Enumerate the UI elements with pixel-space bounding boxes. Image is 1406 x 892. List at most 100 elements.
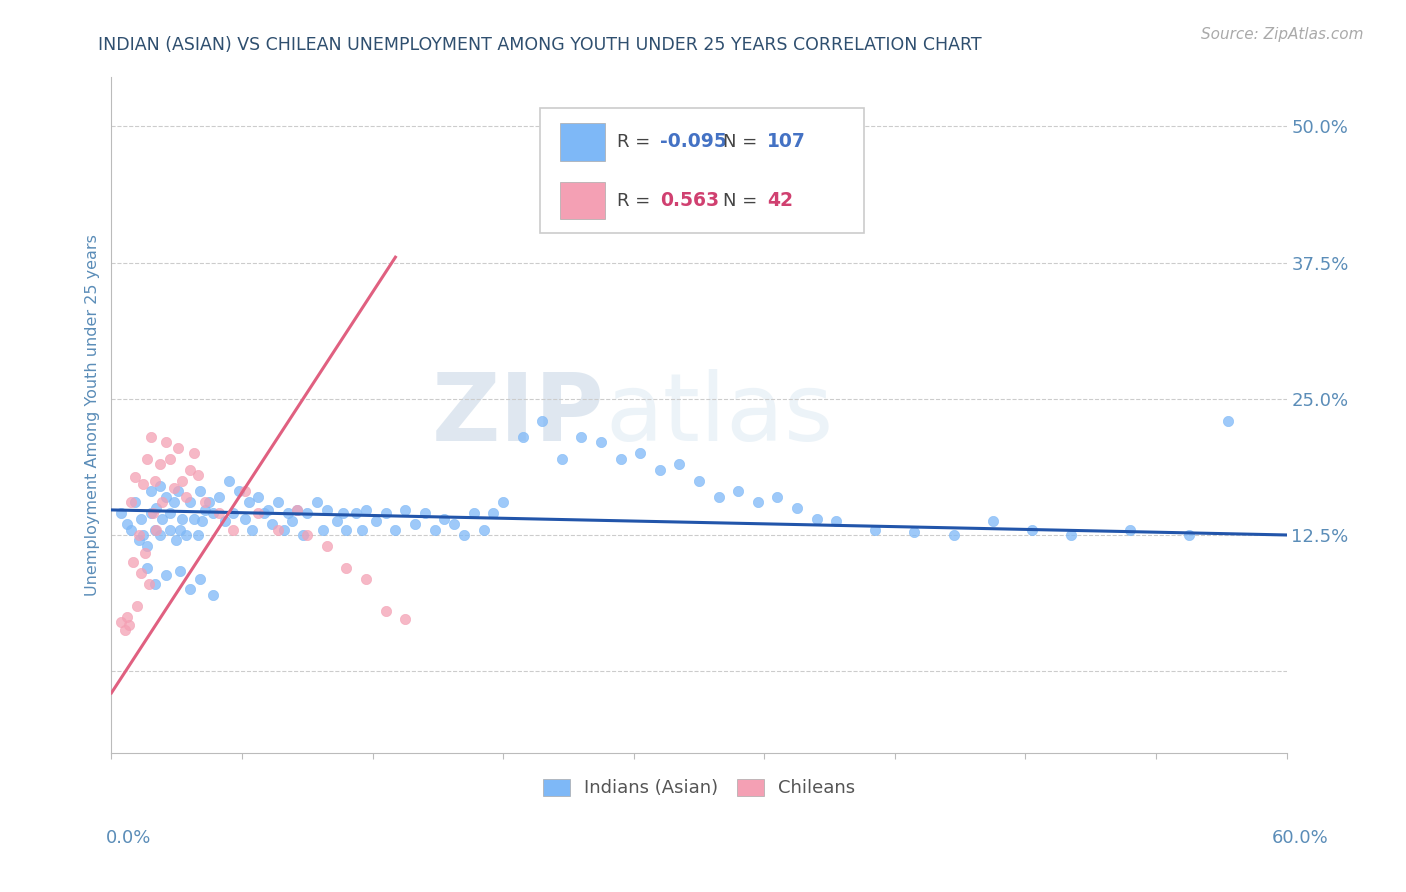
Point — [628, 446, 651, 460]
Point — [135, 539, 157, 553]
Point — [135, 560, 157, 574]
Point — [145, 500, 167, 515]
Point — [591, 435, 613, 450]
Point — [188, 572, 211, 586]
Y-axis label: Unemployment Among Youth under 25 years: Unemployment Among Youth under 25 years — [86, 235, 100, 596]
Point — [132, 528, 155, 542]
Point — [159, 523, 181, 537]
Point — [394, 503, 416, 517]
Point — [138, 577, 160, 591]
Point — [124, 495, 146, 509]
Point — [222, 506, 245, 520]
Point — [174, 528, 197, 542]
Point — [352, 523, 374, 537]
Point — [344, 506, 367, 520]
Point — [218, 474, 240, 488]
Point — [472, 523, 495, 537]
Point — [482, 506, 505, 520]
Point — [170, 511, 193, 525]
Point — [155, 435, 177, 450]
Point — [648, 462, 671, 476]
Point — [335, 560, 357, 574]
Point — [394, 612, 416, 626]
Point — [253, 506, 276, 520]
Point — [122, 555, 145, 569]
Point — [297, 506, 319, 520]
Point — [233, 484, 256, 499]
Point — [149, 479, 172, 493]
Point — [163, 481, 186, 495]
Point — [247, 490, 270, 504]
Point — [179, 582, 201, 597]
Point — [1021, 523, 1043, 537]
Point — [1060, 528, 1083, 542]
Point — [1216, 414, 1239, 428]
Point — [139, 506, 162, 520]
Point — [163, 495, 186, 509]
Point — [707, 490, 730, 504]
Point — [110, 506, 132, 520]
Point — [531, 414, 554, 428]
Point — [688, 474, 710, 488]
Point — [169, 564, 191, 578]
Point — [786, 500, 808, 515]
Point — [267, 523, 290, 537]
Point — [260, 517, 283, 532]
Point — [169, 523, 191, 537]
Point — [267, 495, 290, 509]
Point — [747, 495, 769, 509]
Point — [128, 528, 150, 542]
Point — [609, 451, 631, 466]
Point — [115, 609, 138, 624]
Point — [727, 484, 749, 499]
Point — [114, 623, 136, 637]
Point — [287, 503, 309, 517]
Point — [315, 539, 337, 553]
Text: INDIAN (ASIAN) VS CHILEAN UNEMPLOYMENT AMONG YOUTH UNDER 25 YEARS CORRELATION CH: INDIAN (ASIAN) VS CHILEAN UNEMPLOYMENT A… — [98, 36, 981, 54]
Point — [222, 523, 245, 537]
Point — [120, 495, 142, 509]
Point — [179, 495, 201, 509]
Point — [149, 457, 172, 471]
Point — [132, 476, 155, 491]
Point — [155, 568, 177, 582]
Point — [766, 490, 789, 504]
Point — [139, 484, 162, 499]
Point — [865, 523, 887, 537]
Point — [374, 506, 396, 520]
Point — [120, 523, 142, 537]
Point — [280, 514, 302, 528]
Point — [170, 474, 193, 488]
Point — [143, 474, 166, 488]
Point — [287, 503, 309, 517]
Point — [332, 506, 354, 520]
Point — [668, 457, 690, 471]
Point — [208, 490, 231, 504]
Point — [125, 599, 148, 613]
Text: atlas: atlas — [605, 369, 834, 461]
Text: N =: N = — [723, 133, 762, 151]
Point — [143, 523, 166, 537]
Text: R =: R = — [617, 192, 655, 210]
Point — [187, 468, 209, 483]
Point — [292, 528, 315, 542]
Point — [174, 490, 197, 504]
Point — [335, 523, 357, 537]
FancyBboxPatch shape — [540, 108, 863, 233]
Point — [315, 503, 337, 517]
Text: -0.095: -0.095 — [661, 132, 727, 152]
Point — [188, 484, 211, 499]
Point — [463, 506, 485, 520]
Point — [159, 451, 181, 466]
Point — [194, 503, 217, 517]
Point — [135, 451, 157, 466]
Text: 42: 42 — [768, 191, 793, 211]
Point — [194, 495, 217, 509]
Point — [128, 533, 150, 548]
Point — [903, 524, 925, 539]
Point — [134, 547, 156, 561]
Point — [167, 484, 190, 499]
Point — [167, 441, 190, 455]
Point — [423, 523, 446, 537]
Point — [233, 511, 256, 525]
